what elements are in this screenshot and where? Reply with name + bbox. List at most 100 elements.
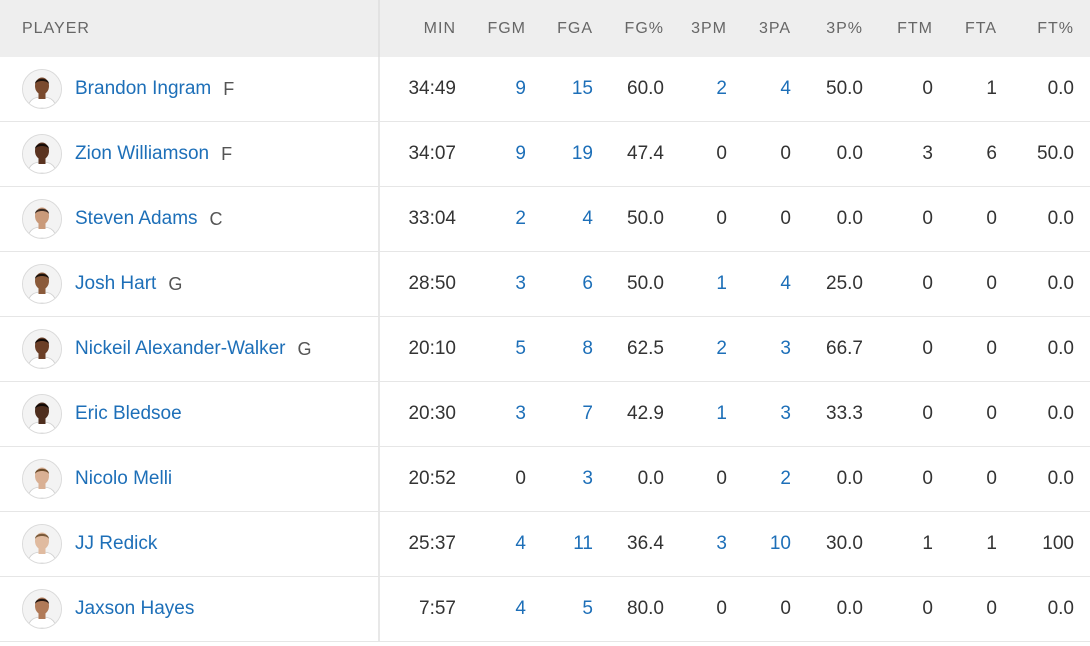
stat-tpp: 30.0: [826, 533, 863, 554]
header-3p-pct[interactable]: 3P%: [826, 19, 863, 37]
header-fg-pct[interactable]: FG%: [624, 19, 664, 37]
stat-tpm: 0: [716, 143, 727, 164]
stat-tpm[interactable]: 2: [716, 78, 727, 99]
stat-fgm[interactable]: 3: [515, 273, 526, 294]
stat-fgp: 50.0: [627, 208, 664, 229]
stat-tpa: 0: [780, 598, 791, 619]
stat-tpa[interactable]: 4: [780, 78, 791, 99]
header-player[interactable]: PLAYER: [0, 0, 380, 57]
stat-tpm: 0: [716, 598, 727, 619]
stat-ftm: 0: [922, 273, 933, 294]
stat-ftp: 0.0: [1047, 468, 1074, 489]
stat-fta: 0: [986, 468, 997, 489]
stat-fga[interactable]: 4: [582, 208, 593, 229]
player-name-link[interactable]: JJ Redick: [75, 533, 158, 554]
player-name-link[interactable]: Eric Bledsoe: [75, 403, 182, 424]
player-cell: Eric Bledsoe: [0, 382, 380, 446]
player-name-link[interactable]: Josh Hart: [75, 273, 157, 294]
stat-ftm: 1: [922, 533, 933, 554]
stat-ftm: 0: [922, 598, 933, 619]
player-name-link[interactable]: Nickeil Alexander-Walker: [75, 338, 286, 359]
player-headshot-icon: [22, 524, 62, 564]
stat-tpp: 66.7: [826, 338, 863, 359]
stat-fgp: 80.0: [627, 598, 664, 619]
stat-ftm: 3: [922, 143, 933, 164]
stat-fta: 0: [986, 208, 997, 229]
stat-fgm[interactable]: 2: [515, 208, 526, 229]
player-name-link[interactable]: Zion Williamson: [75, 143, 210, 164]
header-fgm[interactable]: FGM: [487, 19, 526, 37]
stat-fgm[interactable]: 4: [515, 533, 526, 554]
stat-fta: 0: [986, 598, 997, 619]
stat-fgm[interactable]: 5: [515, 338, 526, 359]
stat-fga[interactable]: 3: [582, 468, 593, 489]
header-fga[interactable]: FGA: [557, 19, 593, 37]
stat-tpm[interactable]: 3: [716, 533, 727, 554]
stat-min: 20:10: [408, 338, 456, 359]
stat-tpa[interactable]: 3: [780, 338, 791, 359]
stat-fga[interactable]: 7: [582, 403, 593, 424]
stat-ftp: 0.0: [1047, 403, 1074, 424]
stat-fta: 0: [986, 273, 997, 294]
stat-tpa[interactable]: 4: [780, 273, 791, 294]
stat-tpa[interactable]: 10: [769, 533, 791, 554]
stat-tpp: 33.3: [826, 403, 863, 424]
stat-fta: 1: [986, 533, 997, 554]
stat-fga[interactable]: 11: [573, 533, 593, 554]
stat-tpm[interactable]: 1: [716, 273, 727, 294]
stat-fga[interactable]: 5: [582, 598, 593, 619]
stat-fgm[interactable]: 9: [515, 78, 526, 99]
player-headshot-icon: [22, 69, 62, 109]
stat-fgp: 42.9: [627, 403, 664, 424]
stat-fga[interactable]: 6: [582, 273, 593, 294]
stat-fgp: 47.4: [627, 143, 664, 164]
stat-tpp: 50.0: [826, 78, 863, 99]
stat-min: 25:37: [408, 533, 456, 554]
stat-fgm[interactable]: 4: [515, 598, 526, 619]
stat-ftp: 0.0: [1047, 273, 1074, 294]
player-name-link[interactable]: Steven Adams: [75, 208, 198, 229]
stat-tpp: 0.0: [836, 598, 863, 619]
header-ftm[interactable]: FTM: [897, 19, 933, 37]
stat-tpm[interactable]: 2: [716, 338, 727, 359]
stat-fga[interactable]: 19: [571, 143, 593, 164]
header-fta[interactable]: FTA: [964, 19, 997, 37]
player-cell: Brandon Ingram F: [0, 57, 380, 121]
stat-fgp: 62.5: [627, 338, 664, 359]
player-name-link[interactable]: Nicolo Melli: [75, 468, 173, 489]
table-row: Brandon Ingram F 34:49 9 15 60.0 2 4 50.0 0 1 0.0: [0, 57, 1090, 122]
stat-min: 20:52: [408, 468, 456, 489]
stat-fgm[interactable]: 3: [515, 403, 526, 424]
stat-fga[interactable]: 8: [582, 338, 593, 359]
player-cell: JJ Redick: [0, 512, 380, 576]
stat-tpa[interactable]: 3: [780, 403, 791, 424]
player-position: F: [223, 78, 235, 99]
player-headshot-icon: [22, 199, 62, 239]
stat-min: 7:57: [419, 598, 456, 619]
stat-fgp: 36.4: [627, 533, 664, 554]
stat-fga[interactable]: 15: [571, 78, 593, 99]
header-min[interactable]: MIN: [423, 19, 456, 37]
stat-tpp: 0.0: [836, 143, 863, 164]
player-position: F: [221, 143, 233, 164]
header-3pm[interactable]: 3PM: [691, 19, 727, 37]
stat-tpm: 0: [716, 208, 727, 229]
player-headshot-icon: [22, 134, 62, 174]
stat-tpa[interactable]: 2: [780, 468, 791, 489]
player-name-link[interactable]: Jaxson Hayes: [75, 598, 195, 619]
stat-min: 34:49: [408, 78, 456, 99]
stat-fgm[interactable]: 9: [515, 143, 526, 164]
player-cell: Nickeil Alexander-Walker G: [0, 317, 380, 381]
header-ft-pct[interactable]: FT%: [1037, 19, 1074, 37]
table-row: Josh Hart G 28:50 3 6 50.0 1 4 25.0 0 0 0.0: [0, 252, 1090, 317]
player-cell: Josh Hart G: [0, 252, 380, 316]
header-3pa[interactable]: 3PA: [758, 19, 791, 37]
player-name-link[interactable]: Brandon Ingram: [75, 78, 212, 99]
stat-tpm[interactable]: 1: [716, 403, 727, 424]
player-cell: Jaxson Hayes: [0, 577, 380, 641]
stat-ftm: 0: [922, 338, 933, 359]
table-row: Zion Williamson F 34:07 9 19 47.4 0 0 0.0 3 6 50.0: [0, 122, 1090, 187]
stat-fgp: 50.0: [627, 273, 664, 294]
player-cell: Zion Williamson F: [0, 122, 380, 186]
